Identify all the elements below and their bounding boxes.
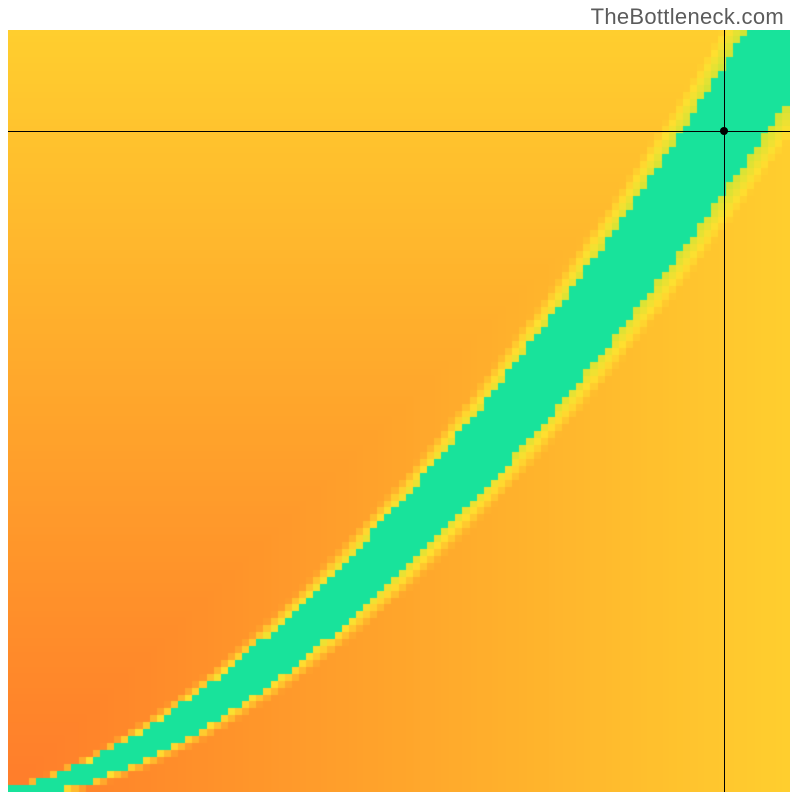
chart-container: TheBottleneck.com (0, 0, 800, 800)
crosshair-marker (720, 127, 728, 135)
crosshair-horizontal (8, 131, 790, 132)
bottleneck-heatmap (8, 30, 790, 792)
watermark-text: TheBottleneck.com (591, 4, 784, 30)
crosshair-vertical (724, 30, 725, 792)
